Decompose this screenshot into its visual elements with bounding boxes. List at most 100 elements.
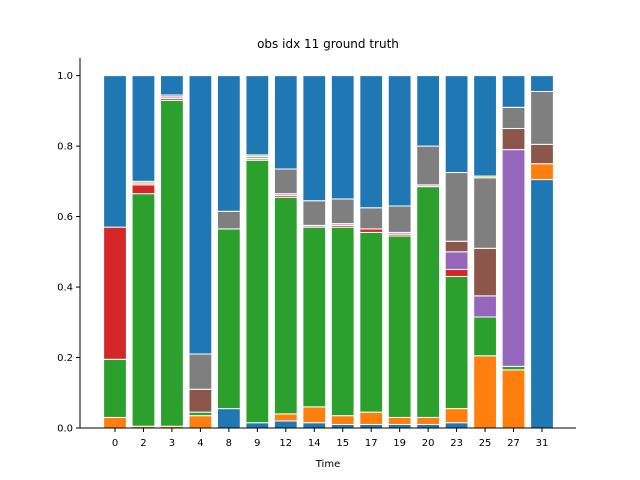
x-tick-label: 3 [169,438,175,449]
bar-segment [473,177,497,249]
bar-segment [131,75,156,182]
bar-segment [273,420,298,429]
bar-segment [188,353,213,390]
bar-segment [444,172,469,242]
bar-segment [501,369,526,429]
bar-segment [444,268,469,277]
bar-segment [131,193,156,427]
x-tick-label: 9 [254,438,260,449]
x-tick-label: 27 [507,438,520,449]
bar-segment [473,247,497,297]
chart-title: obs idx 11 ground truth [257,37,399,51]
y-tick-label: 0.6 [57,212,73,223]
x-tick-label: 4 [197,438,203,449]
bar-segment [103,416,127,429]
bar-segment [444,422,469,429]
bar-segment [188,415,213,429]
bar-segment [131,184,156,195]
bar-segment [103,75,127,228]
x-tick-label: 31 [536,438,549,449]
x-tick-label: 2 [140,438,146,449]
x-tick-label: 12 [279,438,292,449]
bar-segment [444,408,469,424]
bar-segment [330,75,355,200]
bar-segment [359,207,384,230]
bar-segment [359,75,384,209]
bar-segment [387,205,412,233]
bar-segment [330,226,355,417]
bar-segment [473,355,497,429]
bar-segment [444,75,469,174]
bar-segment [188,75,213,355]
bar-segment [473,316,497,357]
bar-segment [473,75,497,177]
bar-segment [416,145,441,186]
x-tick-label: 8 [226,438,232,449]
bar-segment [387,235,412,418]
bar-segment [387,416,412,425]
x-tick-label: 0 [112,438,118,449]
bar-segment [387,423,412,429]
bar-segment [359,411,384,425]
y-tick-label: 1.0 [57,71,73,82]
bar-segment [245,75,270,156]
bar-segment [302,226,327,408]
bar-segment [160,75,184,96]
bar-segment [416,416,441,425]
bar-segment [501,365,526,371]
bar-segment [216,75,241,212]
x-tick-label: 23 [450,438,463,449]
bar-segment [216,228,241,410]
bar-segment [530,90,554,145]
bars-group [103,75,554,429]
x-tick-label: 19 [393,438,406,449]
y-tick-label: 0.4 [57,283,73,294]
bar-segment [444,240,469,253]
bar-segment [302,406,327,424]
bar-segment [245,422,270,429]
x-tick-label: 17 [365,438,378,449]
bar-segment [530,75,554,92]
bar-segment [103,226,127,360]
bar-segment [416,186,441,418]
bar-segment [501,106,526,129]
bar-segment [273,196,298,415]
bar-segment [359,423,384,429]
bar-segment [416,423,441,429]
bar-segment [188,411,213,417]
bar-segment [501,127,526,151]
bar-segment [473,295,497,318]
bar-segment [273,168,298,195]
y-tick-label: 0.8 [57,142,73,153]
bar-segment [302,75,327,202]
x-tick-label: 25 [479,438,492,449]
bar-segment [245,159,270,424]
bar-segment [501,149,526,367]
bar-segment [216,210,241,230]
bar-segment [359,231,384,413]
bar-segment [530,179,554,429]
bar-segment [330,415,355,425]
bar-segment [302,422,327,429]
bar-segment [530,163,554,181]
bar-segment [444,251,469,270]
y-ticks-group: 0.0 0.2 0.4 0.6 0.8 1.0 [57,71,80,435]
bar-segment [387,75,412,207]
bar-segment [330,423,355,429]
y-tick-label: 0.0 [57,424,73,435]
bar-segment [216,408,241,429]
bar-segment [273,75,298,170]
bar-segment [160,99,184,427]
bar-segment [359,228,384,233]
x-tick-label: 14 [308,438,321,449]
bar-segment [188,388,213,413]
axes-group [79,58,576,429]
bar-segment [273,413,298,422]
x-axis-label: Time [315,459,340,470]
bar-segment [302,200,327,226]
bar-segment [416,75,441,147]
bar-segment [501,75,526,108]
bar-segment [330,198,355,225]
y-tick-label: 0.2 [57,353,73,364]
